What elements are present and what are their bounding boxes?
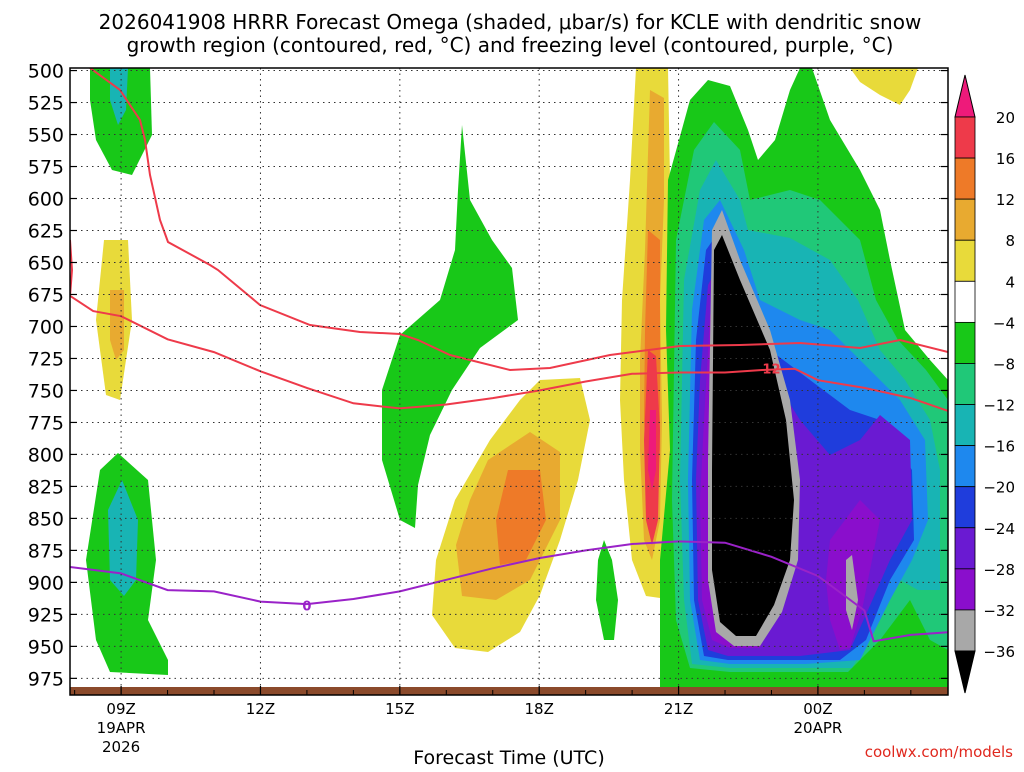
site-credit: coolwx.com/models <box>865 743 1013 761</box>
y-tick-label: 500 <box>28 61 64 83</box>
colorbar-label: −4 <box>993 314 1015 332</box>
y-tick-label: 825 <box>28 476 64 498</box>
x-tick-label: 00Z <box>803 700 832 718</box>
y-tick-label: 725 <box>28 348 64 370</box>
colorbar-label: 20 <box>996 109 1015 127</box>
colorbar-label: −32 <box>983 602 1015 620</box>
colorbar-bottom-arrow <box>954 650 976 694</box>
y-tick-label: 675 <box>28 284 64 306</box>
colorbar-top-arrow <box>954 74 976 118</box>
y-tick-label: 625 <box>28 221 64 243</box>
colorbar-label: 16 <box>996 150 1015 168</box>
y-tick-label: 800 <box>28 444 64 466</box>
y-tick-label: 600 <box>28 189 64 211</box>
y-tick-label: 950 <box>28 636 64 658</box>
dsgz-lower-contour <box>70 294 948 412</box>
omega-shaded-region <box>850 68 918 105</box>
y-tick-label: 975 <box>28 668 64 690</box>
colorbar-swatch <box>954 486 976 529</box>
y-tick-label: 875 <box>28 540 64 562</box>
y-tick-label: 775 <box>28 412 64 434</box>
colorbar-swatch <box>954 321 976 364</box>
colorbar-label: −12 <box>983 397 1015 415</box>
omega-shaded-region <box>712 235 794 636</box>
omega-shaded-region <box>90 68 152 175</box>
omega-shaded-region <box>110 68 128 125</box>
axes: 500 525 550 575 600 625 650 675 700 725 750 775 800 8… <box>28 61 949 756</box>
x-tick-date: 19APR <box>97 719 146 737</box>
colorbar-swatch <box>954 157 976 200</box>
colorbar-label: −20 <box>983 479 1015 497</box>
y-tick-label: 750 <box>28 380 64 402</box>
y-tick-label: 525 <box>28 93 64 115</box>
colorbar-swatch <box>954 568 976 611</box>
x-axis-title: Forecast Time (UTC) <box>413 747 604 768</box>
y-tick-label: 700 <box>28 316 64 338</box>
x-tick-label: 18Z <box>525 700 554 718</box>
contour-label: 12 <box>762 363 780 378</box>
colorbar-label: −8 <box>993 355 1015 373</box>
colorbar-swatch <box>954 404 976 447</box>
colorbar-label: −24 <box>983 520 1015 538</box>
contour-label: 0 <box>302 599 311 614</box>
omega-shaded-region <box>110 290 124 360</box>
omega-shaded-region <box>596 540 618 640</box>
title-line-2: growth region (contoured, red, °C) and f… <box>127 33 894 57</box>
x-tick-date: 20APR <box>794 719 843 737</box>
colorbar-label: 4 <box>1005 273 1015 291</box>
x-tick-label: 21Z <box>664 700 693 718</box>
dsgz-upper-contour <box>89 68 948 372</box>
y-tick-label: 650 <box>28 252 64 274</box>
plot-frame <box>69 67 949 696</box>
omega-shaded-region <box>108 480 138 596</box>
colorbar-label: 8 <box>1005 232 1015 250</box>
x-tick-label: 09Z <box>106 700 135 718</box>
colorbar: 20 16 12 8 4 −4 −8 −12 −16 −20 −24 −28 −32 −36 <box>954 74 1015 694</box>
omega-shaded-region <box>846 555 858 630</box>
x-tick-label: 15Z <box>385 700 414 718</box>
colorbar-label: −16 <box>983 438 1015 456</box>
title-line-1: 2026041908 HRRR Forecast Omega (shaded, … <box>99 10 922 34</box>
colorbar-swatch <box>954 239 976 282</box>
colorbar-swatch <box>954 527 976 570</box>
chart-title: 2026041908 HRRR Forecast Omega (shaded, … <box>99 10 922 57</box>
y-tick-label: 550 <box>28 125 64 147</box>
omega-shaded-region <box>496 470 546 565</box>
y-tick-label: 575 <box>28 157 64 179</box>
colorbar-swatch <box>954 280 976 323</box>
x-tick-year: 2026 <box>102 738 140 756</box>
plot-area: 12 0 <box>70 68 948 695</box>
y-tick-label: 925 <box>28 604 64 626</box>
terrain-strip <box>70 687 948 695</box>
omega-shaded-region <box>648 410 656 490</box>
colorbar-swatch <box>954 363 976 405</box>
colorbar-swatch <box>954 198 976 241</box>
x-tick-label: 12Z <box>246 700 275 718</box>
colorbar-swatch <box>954 609 976 652</box>
y-tick-label: 850 <box>28 508 64 530</box>
y-tick-label: 900 <box>28 572 64 594</box>
colorbar-label: −28 <box>983 561 1015 579</box>
colorbar-label: 12 <box>996 191 1015 209</box>
colorbar-swatch <box>954 445 976 488</box>
colorbar-label: −36 <box>983 643 1015 661</box>
colorbar-swatch <box>954 116 976 159</box>
